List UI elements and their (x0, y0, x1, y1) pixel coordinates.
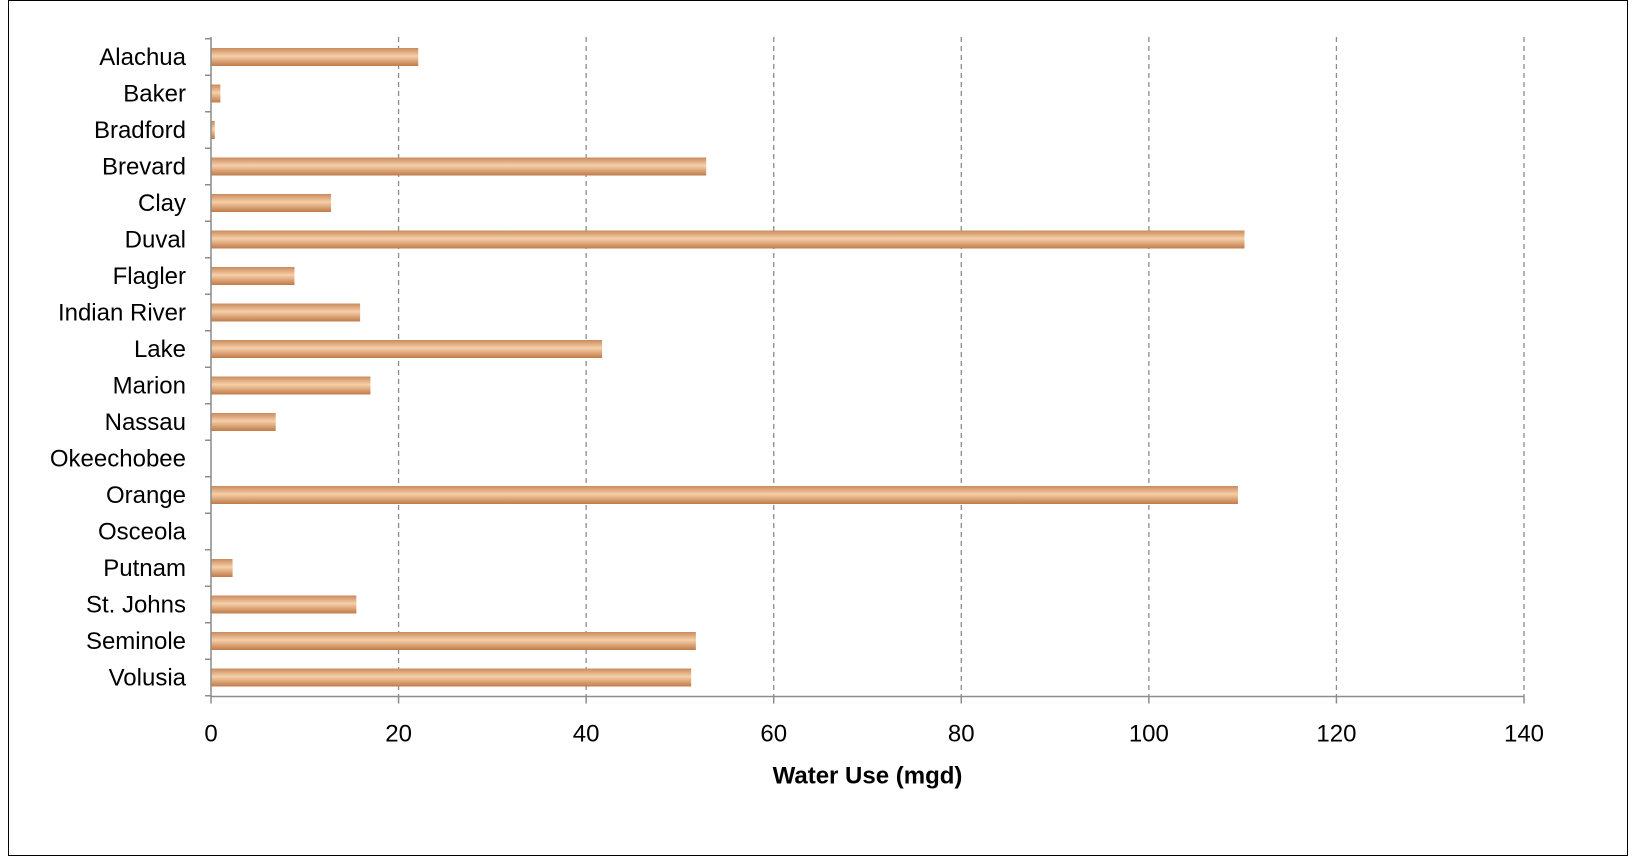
category-label-okeechobee: Okeechobee (50, 446, 186, 473)
bar-chart: Alachua Baker Bradford Brevard Clay Duval Flag… (50, 37, 1544, 790)
bar-baker (211, 84, 221, 103)
bar-bradford (211, 121, 215, 139)
x-tick-label-60: 60 (760, 721, 787, 748)
x-tick-labels: 0 20 40 60 80 100 120 140 (204, 721, 1544, 748)
x-axis-title: Water Use (mgd) (773, 763, 963, 790)
bar-lake (211, 340, 603, 358)
bar-alachua (211, 48, 419, 66)
category-labels: Alachua Baker Bradford Brevard Clay Duval Flag… (50, 44, 187, 692)
x-tick-label-20: 20 (385, 721, 412, 748)
category-label-lake: Lake (134, 336, 186, 363)
x-tick-label-0: 0 (204, 721, 217, 748)
bar-nassau (211, 413, 276, 431)
bar-clay (211, 194, 332, 212)
category-label-alachua: Alachua (99, 44, 186, 71)
category-label-orange: Orange (106, 482, 186, 509)
category-label-osceola: Osceola (98, 519, 187, 546)
bar-volusia (211, 668, 692, 687)
bar-flagler (211, 267, 295, 285)
bar-marion (211, 376, 371, 395)
bar-st-johns (211, 595, 357, 614)
grid-lines (397, 37, 1525, 697)
bars (211, 48, 1245, 687)
category-label-baker: Baker (123, 81, 186, 108)
bar-putnam (211, 559, 233, 577)
axes (205, 37, 1525, 704)
category-label-bradford: Bradford (94, 117, 186, 144)
x-tick-label-40: 40 (573, 721, 600, 748)
category-label-flagler: Flagler (113, 263, 186, 290)
bar-seminole (211, 632, 696, 650)
category-label-putnam: Putnam (103, 555, 186, 582)
x-tick-label-100: 100 (1129, 721, 1169, 748)
bar-indian-river (211, 303, 361, 322)
x-tick-label-80: 80 (948, 721, 975, 748)
category-label-marion: Marion (113, 373, 186, 400)
category-label-brevard: Brevard (102, 154, 186, 181)
x-tick-label-120: 120 (1316, 721, 1356, 748)
bar-duval (211, 230, 1245, 249)
x-tick-label-140: 140 (1504, 721, 1544, 748)
category-label-nassau: Nassau (105, 409, 186, 436)
category-label-seminole: Seminole (86, 628, 186, 655)
category-label-volusia: Volusia (109, 665, 187, 692)
bar-brevard (211, 157, 707, 176)
category-label-st-johns: St. Johns (86, 592, 186, 619)
chart-frame: Alachua Baker Bradford Brevard Clay Duval Flag… (8, 0, 1628, 856)
category-label-clay: Clay (138, 190, 186, 217)
category-label-indian-river: Indian River (58, 300, 186, 327)
bar-orange (211, 486, 1238, 504)
category-label-duval: Duval (125, 227, 186, 254)
